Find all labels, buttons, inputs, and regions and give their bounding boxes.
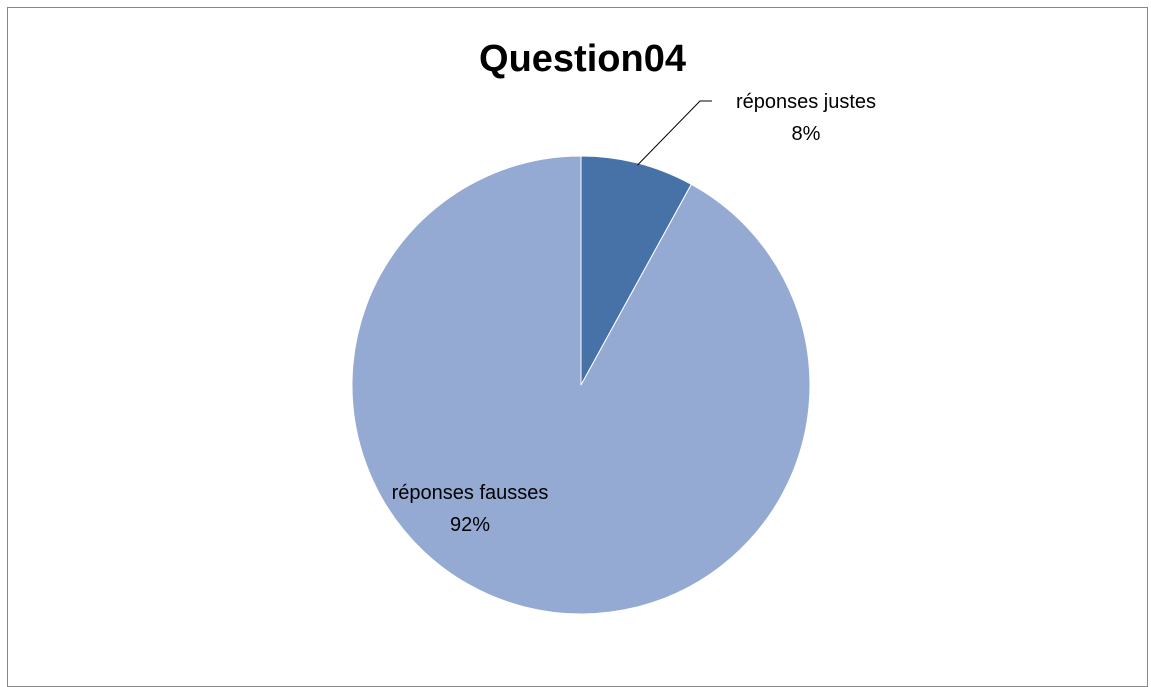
data-label-justes-category: réponses justes [736,91,876,113]
pie-chart: réponses justes 8% réponses fausses 92% [351,91,876,615]
pie-slices [351,155,811,615]
chart-title: Question04 [479,38,686,80]
data-label-justes-percent: 8% [792,123,821,145]
data-label-fausses-percent: 92% [450,514,490,536]
data-label-fausses-category: réponses fausses [392,482,549,504]
pie-slice-fausses [351,155,811,615]
leader-line-justes [637,100,712,166]
pie-slice-justes [580,155,693,386]
